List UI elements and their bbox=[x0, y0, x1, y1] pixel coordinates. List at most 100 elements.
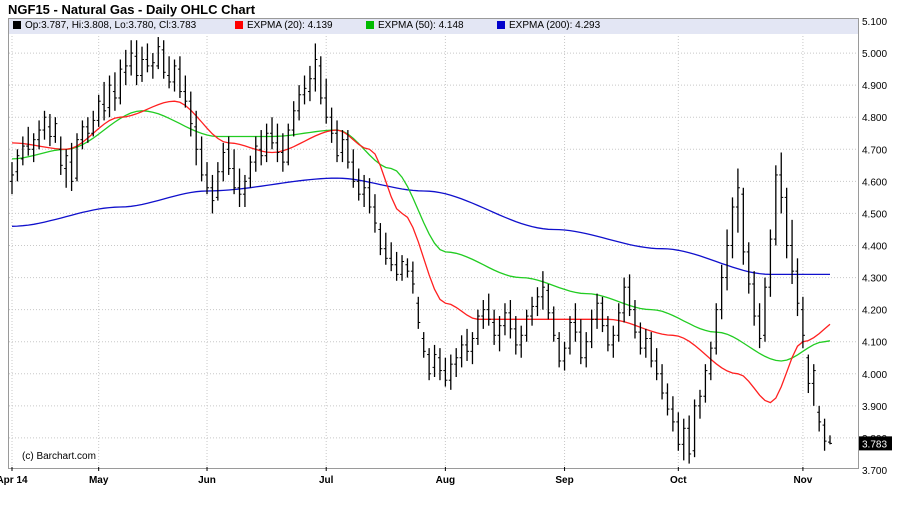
x-tick-label: Sep bbox=[555, 475, 573, 486]
ohlc-bar bbox=[708, 341, 713, 381]
ohlc-bar bbox=[324, 78, 329, 124]
ohlc-bar bbox=[616, 303, 621, 342]
ohlc-bar bbox=[161, 40, 166, 79]
ohlc-bar bbox=[210, 174, 215, 214]
ohlc-bar bbox=[654, 348, 659, 381]
ema50-line bbox=[11, 110, 831, 362]
ohlc-bar bbox=[405, 258, 410, 278]
ohlc-bar bbox=[248, 155, 253, 188]
ohlc-bar bbox=[492, 309, 497, 345]
ohlc-bar bbox=[75, 133, 80, 182]
ohlc-bar bbox=[118, 59, 123, 105]
ohlc-bar bbox=[183, 75, 188, 108]
ohlc-bar bbox=[811, 364, 816, 406]
x-tick-label: Nov bbox=[793, 475, 812, 486]
ohlc-bar bbox=[410, 261, 415, 294]
ohlc-bar bbox=[232, 149, 237, 195]
ohlc-bar bbox=[752, 271, 757, 326]
ohlc-bar bbox=[345, 130, 350, 169]
ohlc-bar bbox=[730, 197, 735, 259]
legend: Op:3.787, Hi:3.808, Lo:3.780, Cl:3.783 E… bbox=[9, 19, 858, 34]
ohlc-bar bbox=[432, 344, 437, 377]
ohlc-bar bbox=[573, 303, 578, 342]
ohlc-bar bbox=[53, 117, 58, 143]
ohlc-bar bbox=[632, 300, 637, 339]
ohlc-bar bbox=[91, 110, 96, 137]
ohlc-bar bbox=[660, 364, 665, 400]
legend-item-ema20: EXPMA (20): 4.139 bbox=[235, 20, 333, 31]
ohlc-bar bbox=[502, 303, 507, 336]
ohlc-bar bbox=[15, 149, 20, 182]
ohlc-bar bbox=[562, 341, 567, 371]
ohlc-bar bbox=[318, 56, 323, 105]
ohlc-bar bbox=[313, 43, 318, 92]
ohlc-bar bbox=[80, 120, 85, 150]
ohlc-bar bbox=[622, 277, 627, 323]
ohlc-bar bbox=[64, 149, 69, 188]
ohlc-bar bbox=[275, 123, 280, 163]
legend-label-ema50: EXPMA (50): 4.148 bbox=[378, 20, 464, 31]
ohlc-bar bbox=[31, 133, 36, 163]
legend-item-ohlc: Op:3.787, Hi:3.808, Lo:3.780, Cl:3.783 bbox=[13, 20, 196, 31]
ohlc-bar bbox=[389, 242, 394, 272]
ohlc-bar bbox=[714, 303, 719, 355]
ohlc-bar bbox=[687, 415, 692, 464]
ohlc-bar bbox=[762, 277, 767, 342]
ohlc-bar bbox=[242, 174, 247, 208]
ohlc-bar bbox=[20, 136, 25, 166]
y-tick-label: 4.100 bbox=[862, 338, 887, 349]
ohlc-bar bbox=[790, 219, 795, 284]
ohlc-bar bbox=[470, 332, 475, 365]
ohlc-bar bbox=[638, 322, 643, 355]
ohlc-bar bbox=[643, 328, 648, 358]
x-tick-label: May bbox=[89, 475, 109, 486]
ohlc-bar bbox=[47, 114, 52, 147]
ohlc-bar bbox=[719, 264, 724, 320]
ohlc-bar bbox=[356, 168, 361, 201]
ohlc-bar bbox=[378, 223, 383, 256]
ohlc-bar bbox=[221, 142, 226, 182]
ohlc-bar bbox=[676, 412, 681, 451]
x-tick-label: Aug bbox=[436, 475, 455, 486]
ohlc-bar bbox=[600, 296, 605, 333]
ohlc-bar bbox=[578, 319, 583, 365]
ohlc-bar bbox=[307, 65, 312, 102]
ohlc-bar bbox=[530, 296, 535, 326]
ohlc-bar bbox=[725, 229, 730, 291]
ohlc-bar bbox=[475, 309, 480, 345]
ohlc-bar bbox=[383, 232, 388, 265]
ohlc-bar bbox=[546, 283, 551, 320]
y-tick-label: 4.500 bbox=[862, 209, 887, 220]
ohlc-bar bbox=[513, 316, 518, 355]
ohlc-bar bbox=[26, 126, 31, 156]
ohlc-bar bbox=[177, 56, 182, 98]
ohlc-bar bbox=[351, 149, 356, 188]
y-tick-label: 4.000 bbox=[862, 370, 887, 381]
ohlc-bar bbox=[85, 117, 90, 143]
ohlc-bar bbox=[670, 396, 675, 432]
y-tick-label: 4.400 bbox=[862, 242, 887, 253]
ohlc-bar bbox=[205, 162, 210, 195]
ohlc-bar bbox=[773, 165, 778, 246]
y-tick-label: 4.800 bbox=[862, 113, 887, 124]
y-tick-label: 3.700 bbox=[862, 466, 887, 477]
legend-label-ohlc: Op:3.787, Hi:3.808, Lo:3.780, Cl:3.783 bbox=[25, 20, 197, 31]
ohlc-bar bbox=[37, 120, 42, 150]
ohlc-bar bbox=[188, 91, 193, 137]
plot-area bbox=[8, 18, 859, 469]
ohlc-bar bbox=[264, 123, 269, 163]
ohlc-bar bbox=[340, 130, 345, 163]
ohlc-bar bbox=[123, 49, 128, 86]
ohlc-bar bbox=[156, 37, 161, 70]
legend-label-ema20: EXPMA (20): 4.139 bbox=[247, 20, 333, 31]
ohlc-bar bbox=[535, 287, 540, 317]
ohlc-bar bbox=[551, 306, 556, 342]
ohlc-bar bbox=[226, 136, 231, 175]
ohlc-bar bbox=[394, 251, 399, 281]
ohlc-bar bbox=[140, 46, 145, 82]
ohlc-bar bbox=[443, 357, 448, 387]
ohlc-bar bbox=[605, 316, 610, 352]
ohlc-bar bbox=[486, 293, 491, 326]
ohlc-bar bbox=[96, 94, 101, 127]
ohlc-bar bbox=[703, 364, 708, 403]
